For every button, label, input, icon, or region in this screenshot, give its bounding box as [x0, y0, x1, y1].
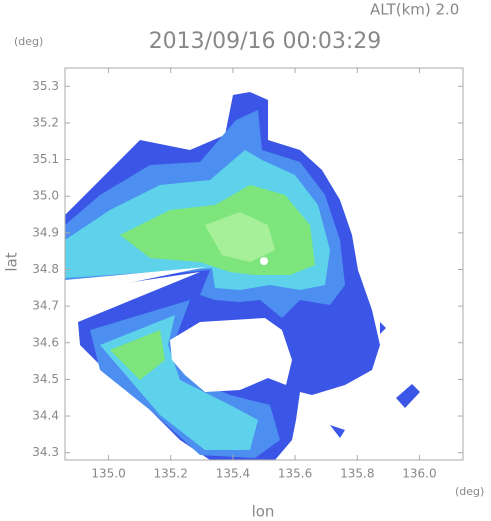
- x-tick-label: 135.4: [216, 467, 250, 481]
- annotation: ALT(km) 2.0: [370, 1, 459, 19]
- y-tick-label: 34.5: [32, 372, 59, 386]
- x-axis-label: lon: [252, 503, 275, 521]
- y-unit: (deg): [14, 35, 43, 48]
- radar-echo: [65, 92, 420, 460]
- y-tick-label: 34.3: [32, 445, 59, 459]
- y-tick-label: 35.2: [32, 115, 59, 129]
- x-unit: (deg): [455, 485, 484, 498]
- x-tick-label: 135.0: [91, 467, 125, 481]
- y-tick-label: 34.4: [32, 409, 59, 423]
- x-tick-label: 136.0: [402, 467, 436, 481]
- x-tick-label: 135.8: [340, 467, 374, 481]
- x-tick-label: 135.6: [278, 467, 312, 481]
- y-tick-label: 34.6: [32, 335, 59, 349]
- y-tick-label: 34.8: [32, 262, 59, 276]
- x-tick-label: 135.2: [154, 467, 188, 481]
- y-tick-label: 34.7: [32, 299, 59, 313]
- y-tick-label: 35.3: [32, 79, 59, 93]
- plot-frame: [64, 67, 464, 461]
- chart-title: 2013/09/16 00:03:29: [149, 29, 382, 54]
- y-tick-label: 35.1: [32, 152, 59, 166]
- y-tick-label: 35.0: [32, 189, 59, 203]
- y-axis-label: lat: [3, 252, 21, 271]
- y-tick-label: 34.9: [32, 225, 59, 239]
